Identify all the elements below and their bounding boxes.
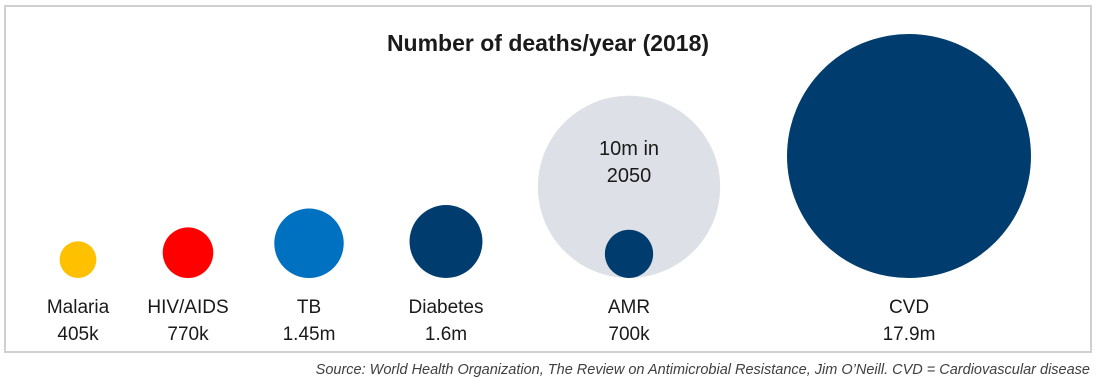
bubble-hiv-aids	[162, 227, 214, 278]
source-note: Source: World Health Organization, The R…	[315, 362, 1090, 378]
category-label-cvd: CVD	[889, 297, 929, 318]
projection-label-line: 2050	[607, 165, 652, 187]
bubble-amr-projection	[537, 95, 721, 279]
value-label-malaria: 405k	[57, 324, 99, 345]
category-label-hiv-aids: HIV/AIDS	[147, 297, 228, 318]
bubble-malaria	[59, 241, 97, 278]
value-label-hiv-aids: 770k	[167, 324, 209, 345]
chart-frame	[4, 5, 1092, 353]
bubble-cvd	[787, 34, 1031, 278]
label-layer: Malaria 405k HIV/AIDS 770k TB 1.45m Diabetes 1.…	[47, 297, 936, 345]
value-label-cvd: 17.9m	[883, 324, 936, 345]
category-label-malaria: Malaria	[47, 297, 110, 318]
value-label-tb: 1.45m	[283, 324, 336, 345]
value-label-diabetes: 1.6m	[425, 324, 467, 345]
bubble-diabetes	[409, 205, 483, 278]
bubble-layer	[59, 34, 1031, 278]
projection-layer: 10m in 2050	[537, 95, 721, 279]
chart-title: Number of deaths/year (2018)	[386, 30, 710, 56]
category-label-amr: AMR	[608, 297, 650, 318]
bubble-amr	[604, 229, 654, 278]
category-label-diabetes: Diabetes	[409, 297, 484, 318]
bubble-tb	[274, 208, 344, 278]
value-label-amr: 700k	[608, 324, 650, 345]
category-label-tb: TB	[297, 297, 321, 318]
projection-label-line: 10m in	[599, 138, 659, 160]
